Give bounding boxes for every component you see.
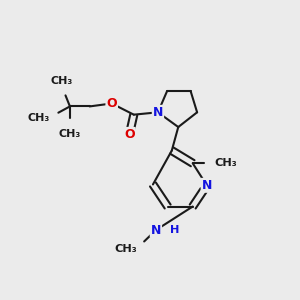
- Text: N: N: [153, 106, 163, 119]
- Text: CH₃: CH₃: [59, 129, 81, 139]
- Text: N: N: [202, 179, 212, 192]
- Text: CH₃: CH₃: [27, 112, 49, 123]
- Text: CH₃: CH₃: [50, 76, 73, 86]
- Text: O: O: [124, 128, 135, 141]
- Text: CH₃: CH₃: [214, 158, 237, 168]
- Text: O: O: [106, 97, 117, 110]
- Text: H: H: [170, 225, 179, 235]
- Text: N: N: [151, 224, 161, 237]
- Text: CH₃: CH₃: [114, 244, 137, 254]
